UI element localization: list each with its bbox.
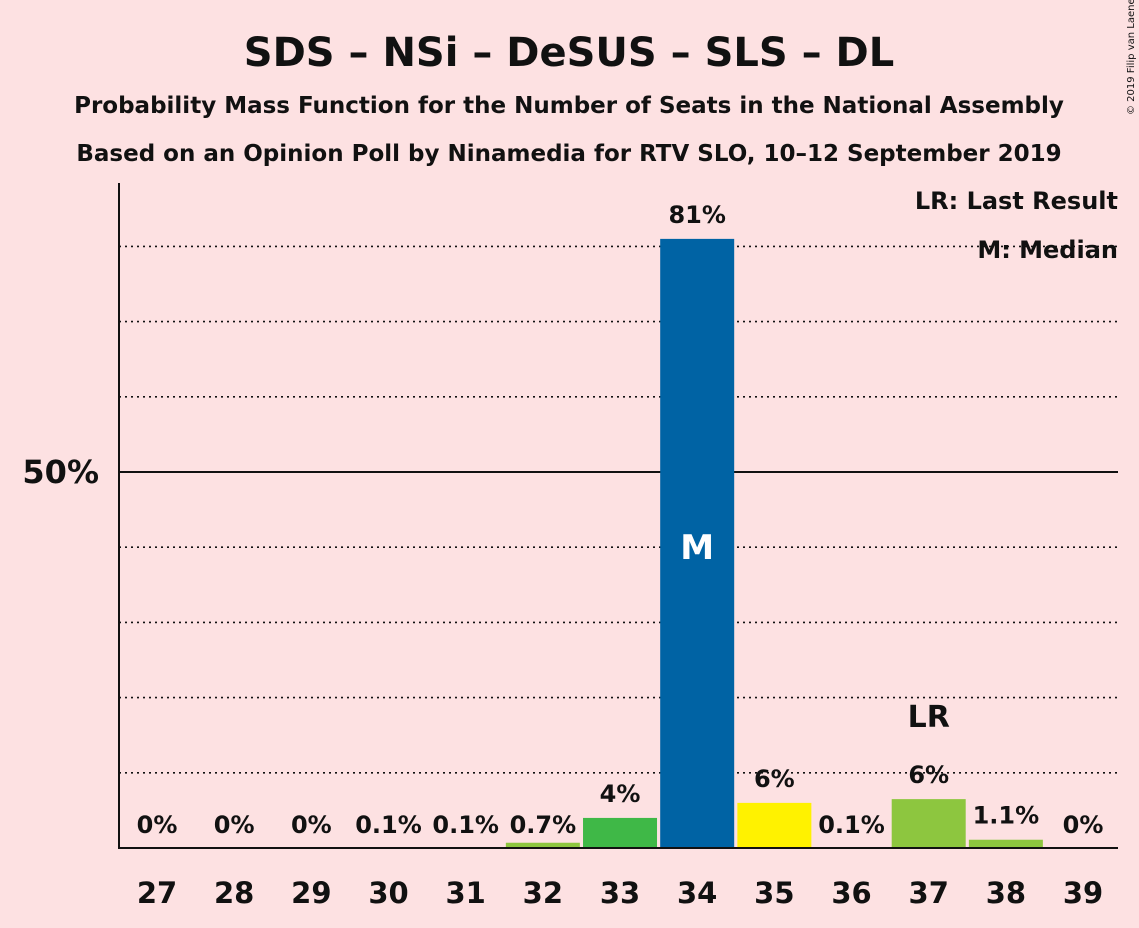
x-tick-38: 38 (986, 876, 1026, 910)
x-tick-31: 31 (446, 876, 486, 910)
axes: 27 28 29 30 31 32 33 34 35 36 37 38 39 50% (22, 183, 1118, 910)
legend: LR: Last Result M: Median (915, 187, 1118, 264)
bar-label-33: 4% (600, 780, 641, 808)
x-tick-33: 33 (600, 876, 640, 910)
bar-label-36: 0.1% (818, 811, 885, 839)
chart-title: SDS – NSi – DeSUS – SLS – DL (244, 30, 894, 76)
x-tick-27: 27 (137, 876, 177, 910)
median-marker: M (680, 528, 714, 568)
bar-label-29: 0% (291, 811, 332, 839)
bar-label-34: 81% (668, 201, 725, 229)
bar-label-39: 0% (1063, 811, 1104, 839)
x-tick-39: 39 (1063, 876, 1103, 910)
legend-item-median: M: Median (977, 236, 1118, 264)
bar-label-27: 0% (137, 811, 178, 839)
last-result-marker: LR (908, 700, 950, 735)
x-tick-28: 28 (214, 876, 254, 910)
gridlines (119, 245, 1118, 774)
bar-label-37: 6% (908, 761, 949, 789)
bar-label-35: 6% (754, 765, 795, 793)
bar-label-30: 0.1% (355, 811, 422, 839)
bar-33 (583, 817, 658, 848)
bar-32 (505, 842, 580, 848)
x-tick-30: 30 (368, 876, 408, 910)
copyright-notice: © 2019 Filip van Laenen (1126, 0, 1137, 115)
bar-38 (968, 839, 1043, 848)
x-tick-35: 35 (754, 876, 794, 910)
bars (351, 238, 1043, 848)
x-tick-34: 34 (677, 876, 717, 910)
x-tick-36: 36 (831, 876, 871, 910)
chart-subtitle-line-1: Probability Mass Function for the Number… (74, 93, 1064, 119)
bar-label-32: 0.7% (510, 811, 577, 839)
bar-labels: 0% 0% 0% 0.1% 0.1% 0.7% 4% 81% 6% 0.1% 6% 1.1% 0% M LR (137, 201, 1104, 839)
x-tick-37: 37 (909, 876, 949, 910)
x-tick-32: 32 (523, 876, 563, 910)
bar-label-28: 0% (214, 811, 255, 839)
legend-item-last-result: LR: Last Result (915, 187, 1118, 215)
bar-34 (660, 238, 735, 848)
bar-label-31: 0.1% (432, 811, 499, 839)
bar-label-38: 1.1% (973, 802, 1040, 830)
y-tick-50: 50% (22, 453, 99, 491)
x-tick-29: 29 (291, 876, 331, 910)
chart-subtitle-line-2: Based on an Opinion Poll by Ninamedia fo… (76, 141, 1061, 167)
bar-35 (737, 802, 812, 848)
bar-37 (891, 799, 966, 848)
